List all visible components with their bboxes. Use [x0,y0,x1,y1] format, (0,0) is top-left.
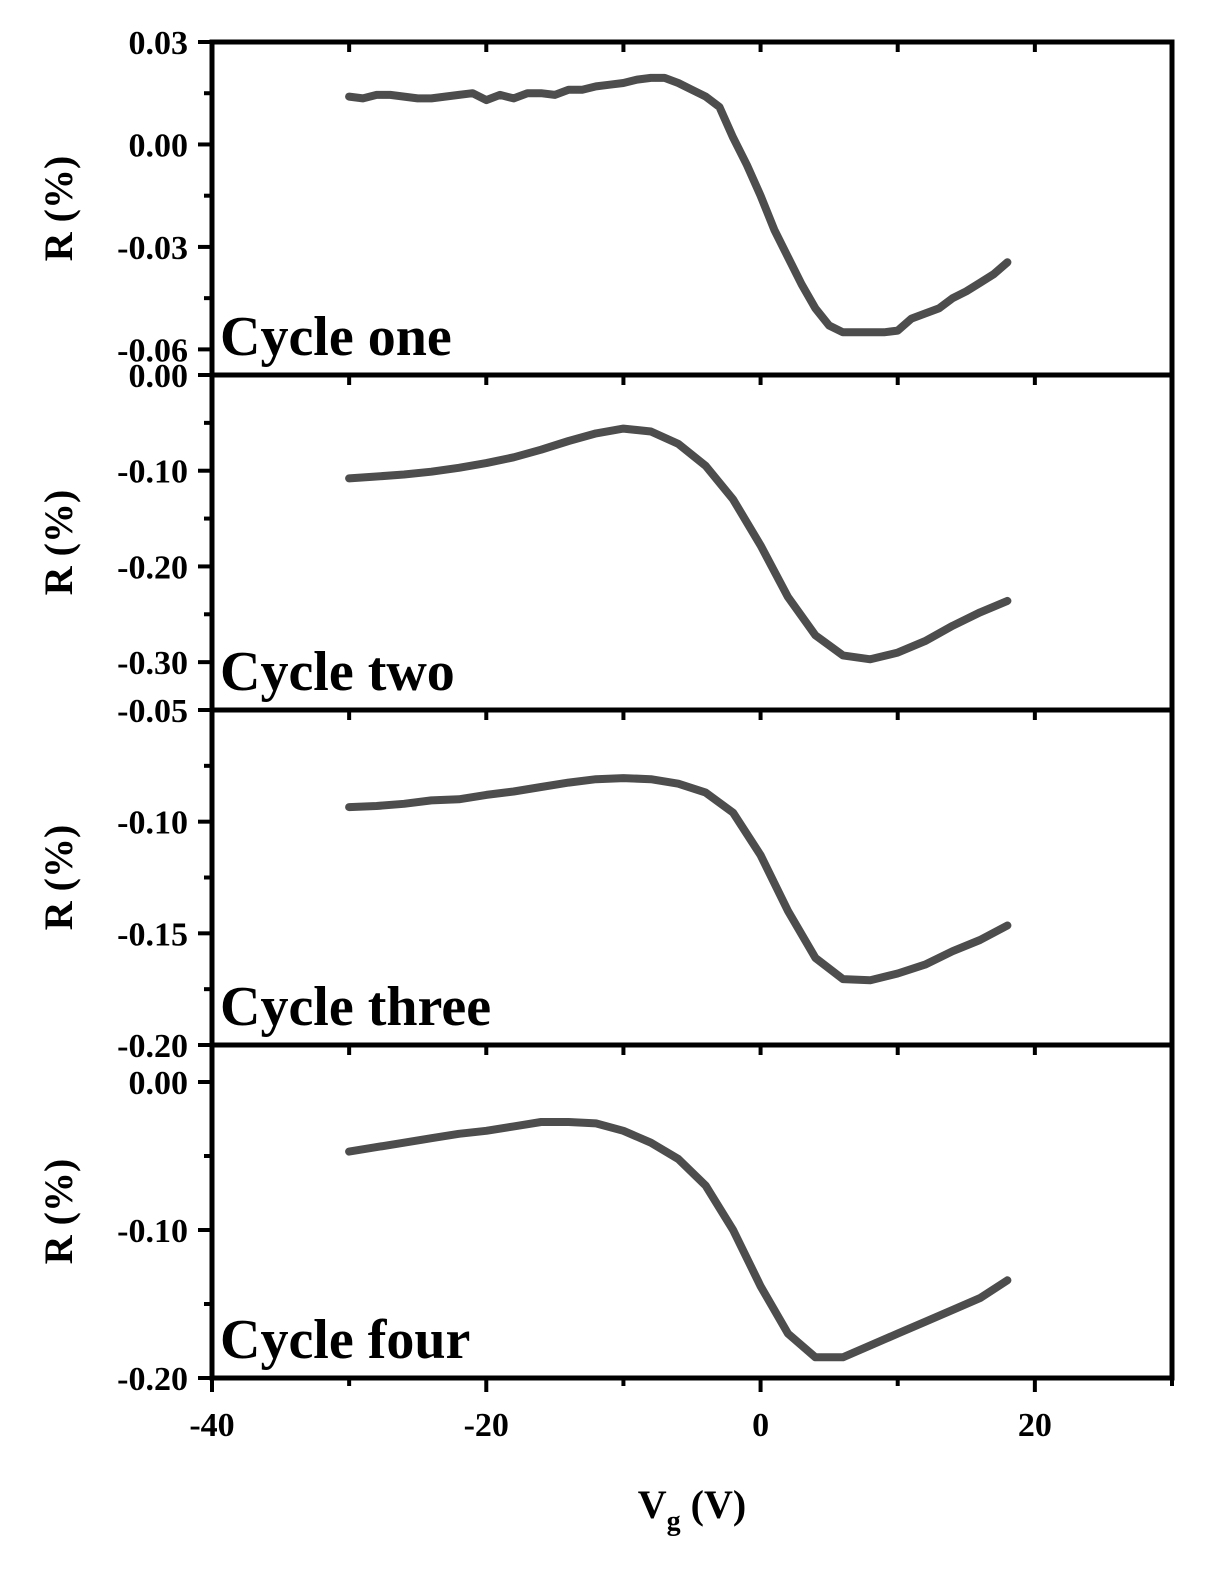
y-tick-label: -0.30 [117,645,188,682]
x-tick-label: -20 [464,1407,509,1444]
x-tick-label: 20 [1018,1407,1052,1444]
y-tick-label: 0.00 [129,127,189,164]
y-tick-label: -0.10 [117,805,188,842]
x-tick-label: 0 [752,1407,769,1444]
y-axis-title: R (%) [36,490,81,596]
y-tick-label: -0.03 [117,230,188,267]
y-tick-label: -0.20 [117,1028,188,1065]
y-tick-label: -0.10 [117,1213,188,1250]
plot-frame [209,1042,1175,1381]
y-tick-label: -0.20 [117,1361,188,1398]
panel-3: -0.05 -0.10 -0.15 -0.20 R (%) Cycle three [36,693,1175,1065]
panel-2: 0.00 -0.10 -0.20 -0.30 R (%) Cycle two [36,358,1175,713]
y-tick-label: -0.20 [117,549,188,586]
y-tick-label: -0.05 [117,693,188,730]
series-line [345,774,1012,985]
x-axis-title-main: V [638,1482,667,1527]
y-tick-label: -0.15 [117,916,188,953]
x-tick-label: -40 [189,1407,234,1444]
y-axis-title: R (%) [36,156,81,262]
series-line [345,424,1012,664]
x-axis-title-sub: g [667,1506,681,1537]
y-tick-label: 0.00 [129,1065,189,1102]
y-tick-label: 0.00 [129,358,189,395]
panel-label: Cycle three [220,976,491,1038]
panel-label: Cycle four [220,1309,470,1371]
x-axis: -40 -20 0 20 Vg (V) [189,1378,1174,1537]
x-axis-title-unit: (V) [681,1482,747,1527]
y-tick-label: 0.03 [129,25,189,62]
x-axis-title: Vg (V) [638,1482,746,1537]
panel-1: 0.03 0.00 -0.03 -0.06 R (%) Cycle one [36,25,1175,378]
y-axis-title: R (%) [36,1159,81,1265]
panel-4: 0.00 -0.10 -0.20 R (%) Cycle four [36,1042,1175,1398]
y-axis-title: R (%) [36,825,81,931]
y-tick-label: -0.10 [117,454,188,491]
panels: 0.03 0.00 -0.03 -0.06 R (%) Cycle one 0.00 -0.1… [36,25,1175,1398]
series-line [345,1118,1012,1362]
y-tick-label: -0.06 [117,332,188,369]
panel-label: Cycle one [220,306,452,368]
panel-label: Cycle two [220,641,455,703]
series-line [345,73,1012,337]
